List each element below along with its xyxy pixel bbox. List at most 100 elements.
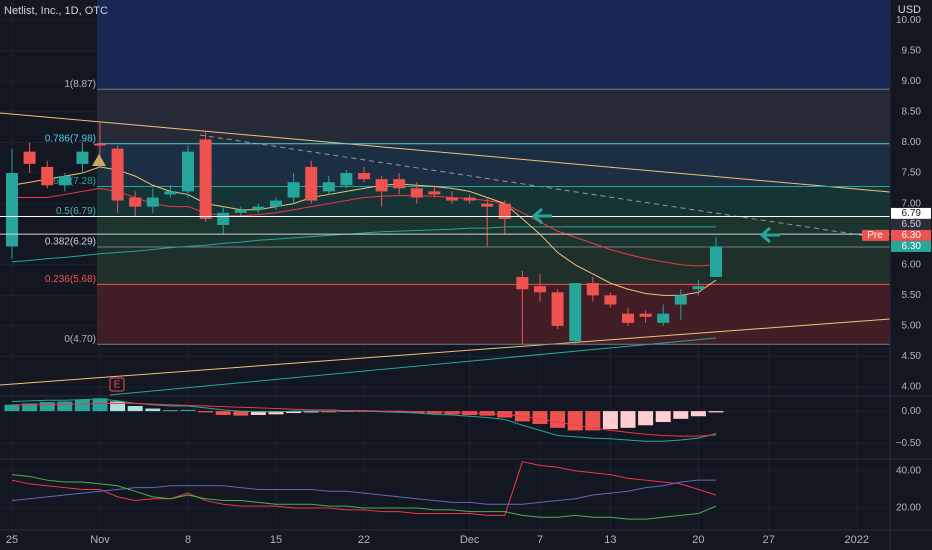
histogram-bar	[215, 411, 231, 415]
candle-body	[657, 313, 670, 323]
candle-body	[410, 188, 423, 198]
long-average	[109, 337, 717, 396]
indicator-line	[11, 398, 717, 442]
candle-body	[164, 191, 177, 195]
histogram-bar	[708, 411, 724, 413]
candle-body	[498, 203, 511, 219]
y-tick-label: 9.50	[902, 45, 922, 56]
histogram-bar	[391, 411, 407, 413]
histogram-bar	[180, 409, 196, 412]
candle-body	[674, 295, 687, 305]
y-tick-label: 5.50	[902, 290, 922, 301]
candle-body	[322, 182, 335, 192]
candle-body	[217, 212, 230, 226]
candle-body	[146, 197, 159, 207]
histogram-bar	[39, 402, 55, 412]
trend-line	[0, 112, 891, 193]
price-badge	[891, 207, 931, 219]
candle-body	[199, 139, 212, 219]
price-badge	[891, 218, 931, 230]
candle-body	[76, 151, 89, 164]
candle-body	[516, 276, 529, 290]
price-tag	[862, 229, 889, 241]
x-tick-label: 8	[185, 534, 191, 546]
y-tick-label: 8.00	[902, 137, 922, 148]
signal-marker	[92, 154, 106, 166]
candle-body	[23, 151, 36, 164]
fib-label: 0.786(7.98)	[45, 133, 96, 144]
histogram-bar	[567, 411, 583, 431]
candle-body	[375, 179, 388, 192]
histogram-bar	[110, 401, 126, 412]
indicator-line	[11, 479, 716, 505]
histogram-bar	[74, 399, 90, 412]
candle-body	[305, 166, 318, 201]
candle-body	[463, 197, 476, 201]
foreground-layer: 1(8.87)0.786(7.98)0.618(7.28)0.5(6.79)0.…	[0, 79, 890, 520]
candle-body	[551, 292, 564, 326]
histogram-bar	[233, 411, 249, 416]
candle-body	[6, 173, 18, 247]
histogram-bar	[57, 401, 73, 412]
fib-zone	[97, 247, 890, 285]
candle-body	[604, 295, 617, 305]
candle-body	[481, 203, 494, 207]
candle-body	[340, 173, 353, 186]
price-badge-label: 6.50	[902, 219, 922, 230]
y-tick-label: 7.50	[902, 168, 922, 179]
moving-average	[11, 226, 716, 263]
arrow	[759, 226, 780, 244]
fib-zone	[97, 143, 890, 187]
candle-body	[692, 286, 705, 290]
price-badge	[891, 240, 931, 252]
currency-label: USD	[898, 4, 921, 16]
x-tick-label: 25	[6, 534, 18, 546]
indicator-line	[12, 402, 717, 437]
candle-body	[234, 209, 247, 213]
x-tick-label: 7	[537, 534, 543, 546]
fib-zone	[97, 0, 890, 90]
candle-body	[446, 197, 458, 201]
histogram-bar	[250, 411, 266, 415]
candle-body	[182, 151, 194, 192]
indicator-line	[11, 474, 717, 520]
histogram-bar	[550, 411, 566, 428]
y-tick-label: 5.00	[902, 321, 922, 332]
candle-body	[428, 191, 441, 195]
y-tick-label: 7.00	[902, 198, 922, 209]
fib-zone	[97, 284, 890, 345]
histogram-bar	[198, 411, 214, 413]
fib-label: 0.5(6.79)	[56, 206, 96, 217]
indicator-line	[11, 461, 717, 516]
earnings-badge	[109, 377, 125, 392]
x-tick-label: Nov	[90, 534, 110, 546]
candle-body	[252, 206, 265, 210]
fib-label: 0.382(6.29)	[45, 237, 96, 248]
histogram-bar	[673, 411, 689, 419]
histogram-bar	[145, 408, 161, 412]
y-tick-label: 9.00	[902, 76, 922, 87]
histogram-bar	[4, 404, 20, 412]
y-tick-label: 20.00	[896, 503, 921, 514]
y-tick-label: 4.00	[902, 382, 922, 393]
chart-title: Netlist, Inc., 1D, OTC	[4, 5, 108, 17]
histogram-bar	[638, 411, 654, 426]
fib-label: 1(8.87)	[64, 79, 96, 90]
histogram-bar	[162, 410, 178, 412]
candle-body	[358, 173, 370, 180]
earnings-label: E	[114, 380, 121, 391]
candle-body	[94, 143, 106, 146]
histogram-bar	[22, 403, 38, 412]
histogram-bar	[321, 411, 337, 413]
price-badge-label: 6.30	[902, 230, 922, 241]
arrow	[531, 207, 552, 225]
histogram-bar	[585, 411, 601, 431]
x-tick-label: 27	[763, 534, 775, 546]
moving-average	[11, 166, 717, 296]
histogram-bar	[655, 411, 671, 423]
y-tick-label: 6.00	[902, 259, 922, 270]
histogram-bar	[602, 411, 618, 430]
support-line	[0, 318, 891, 386]
candle-body	[622, 313, 634, 323]
moving-average	[12, 187, 717, 267]
